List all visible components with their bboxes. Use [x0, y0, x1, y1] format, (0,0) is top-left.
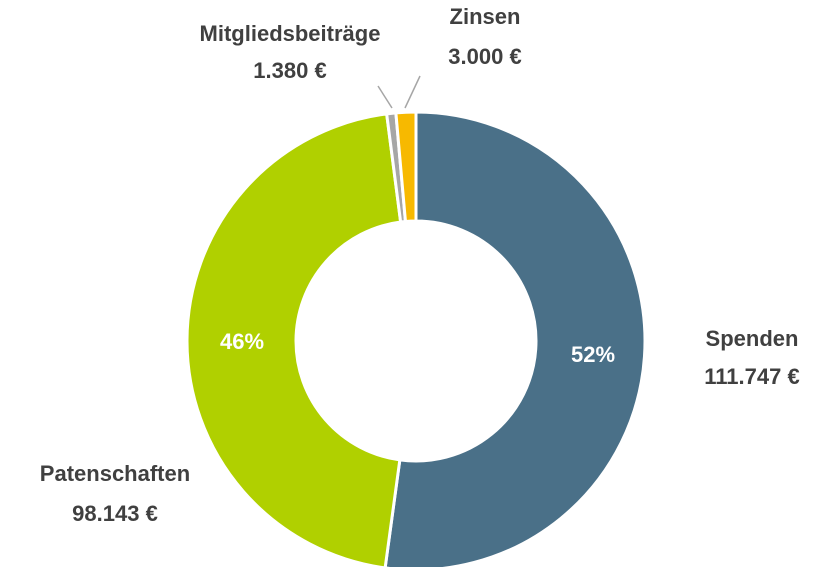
donut-slice	[383, 110, 647, 567]
value-label: 111.747 €	[704, 364, 799, 389]
category-label: Patenschaften	[40, 461, 190, 486]
donut-slice	[394, 110, 418, 224]
donut-slice	[185, 112, 403, 567]
percent-label: 46%	[220, 329, 264, 354]
leader-line	[404, 75, 421, 109]
category-label: Mitgliedsbeiträge	[200, 21, 381, 46]
category-label: Zinsen	[450, 4, 521, 29]
value-label: 98.143 €	[72, 501, 158, 526]
value-label: 1.380 €	[253, 58, 326, 83]
leader-line	[377, 85, 393, 109]
category-label: Spenden	[706, 326, 799, 351]
value-label: 3.000 €	[448, 44, 521, 69]
percent-label: 52%	[571, 342, 615, 367]
